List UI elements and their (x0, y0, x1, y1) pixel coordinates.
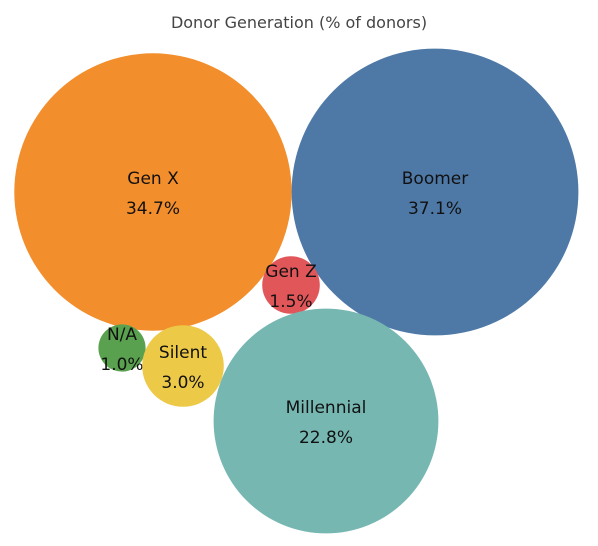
bubble-name-label: Silent (159, 343, 207, 363)
bubble-circle-gen-z[interactable] (262, 256, 320, 314)
bubble-n-a[interactable]: N/A 1.0% (98, 324, 146, 375)
chart-title: Donor Generation (% of donors) (170, 13, 428, 32)
bubble-value-label: 3.0% (161, 373, 204, 393)
bubble-circle-millennial[interactable] (213, 308, 439, 534)
bubble-circle-silent[interactable] (142, 325, 224, 407)
bubble-gen-z[interactable]: Gen Z 1.5% (262, 256, 320, 314)
bubble-boomer[interactable]: Boomer 37.1% (291, 48, 579, 336)
bubble-circle-boomer[interactable] (291, 48, 579, 336)
bubble-value-label: 37.1% (408, 199, 462, 219)
bubble-circle-n-a[interactable] (98, 324, 146, 372)
bubble-value-label: 1.5% (269, 292, 312, 312)
bubble-silent[interactable]: Silent 3.0% (142, 325, 224, 407)
bubble-millennial[interactable]: Millennial 22.8% (213, 308, 439, 534)
bubble-value-label: 1.0% (100, 355, 143, 375)
bubble-value-label: 34.7% (126, 199, 180, 219)
bubble-name-label: Millennial (286, 398, 367, 418)
bubble-name-label: N/A (107, 325, 137, 345)
bubble-value-label: 22.8% (299, 428, 353, 448)
bubble-name-label: Boomer (402, 169, 468, 189)
bubble-name-label: Gen Z (265, 262, 316, 282)
bubble-name-label: Gen X (127, 169, 179, 189)
bubble-gen-x[interactable]: Gen X 34.7% (14, 53, 292, 331)
bubble-circle-gen-x[interactable] (14, 53, 292, 331)
